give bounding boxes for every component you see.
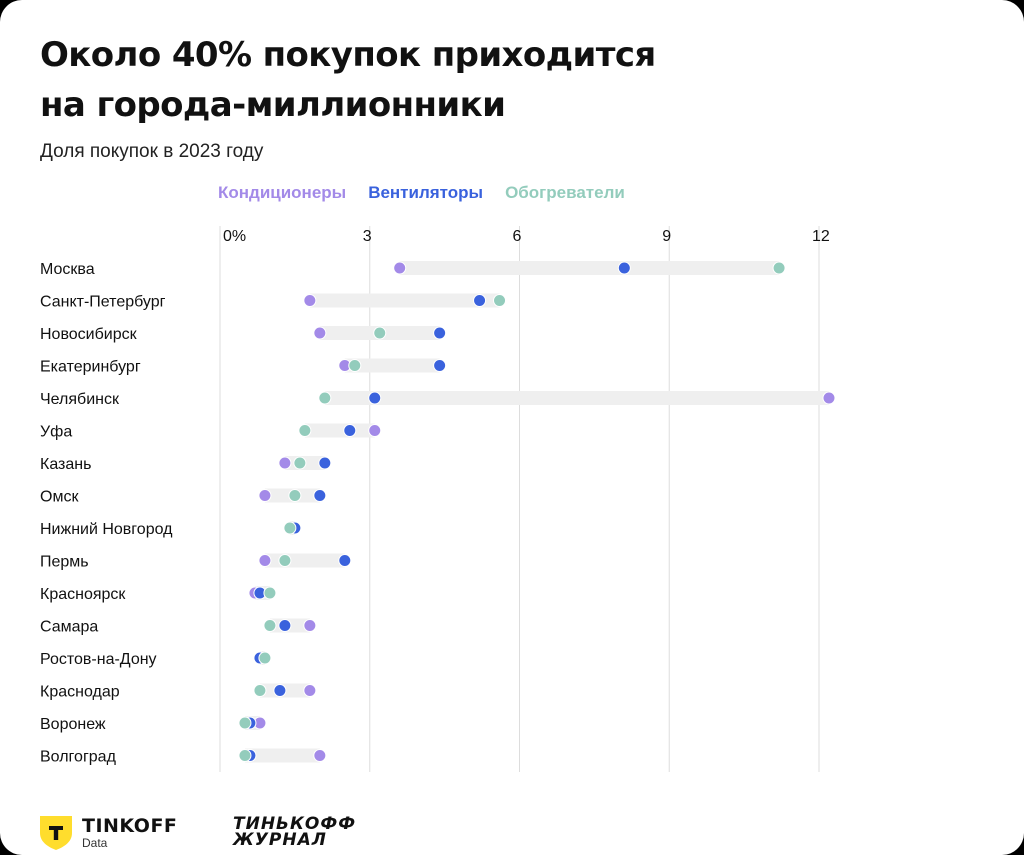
range-bar (264, 553, 345, 568)
dot-cond (303, 684, 317, 697)
category-label: Новосибирск (40, 326, 138, 343)
brand-name: TINKOFF (82, 815, 178, 837)
dot-heat (318, 391, 332, 405)
tick-label: 9 (662, 228, 671, 245)
category-label: Самара (40, 619, 98, 636)
range-bar (244, 748, 320, 763)
category-label: Пермь (40, 554, 89, 571)
category-label: Челябинск (40, 391, 120, 408)
dot-cond (313, 749, 327, 762)
dot-heat (772, 261, 786, 275)
category-label: Санкт-Петербург (40, 294, 166, 311)
dot-heat (293, 456, 307, 470)
dot-cond (258, 554, 272, 567)
title-line-1: Около 40% покупок приходится (40, 35, 656, 75)
category-label: Казань (40, 456, 91, 473)
dot-cond (258, 489, 272, 502)
dot-heat (238, 749, 252, 762)
journal-logo: ТИНЬКОФФ ЖУРНАЛ (233, 814, 357, 850)
dot-heat (283, 521, 297, 535)
category-label: Екатеринбург (40, 359, 141, 376)
dot-vent (278, 619, 292, 632)
dot-vent (318, 456, 332, 470)
category-label: Ростов-на-Дону (40, 651, 157, 668)
dot-vent (338, 554, 352, 567)
range-bar (324, 391, 829, 405)
dot-vent (473, 294, 487, 307)
category-label: Москва (40, 261, 95, 278)
dot-heat (493, 294, 507, 307)
dot-heat (263, 619, 277, 632)
dot-range-chart: 0% 3 6 9 12 Москва Санкт-Петербург Новосибирск Е… (40, 226, 836, 772)
tick-label: 3 (363, 228, 372, 245)
tinkoff-shield-icon (40, 816, 72, 850)
dot-vent (273, 684, 287, 697)
dot-heat (288, 489, 302, 502)
dot-vent (343, 424, 357, 437)
dot-vent (433, 359, 447, 372)
dot-heat (253, 684, 267, 697)
legend-item-cond: Кондиционеры (218, 183, 347, 202)
dot-cond (303, 294, 317, 307)
dot-heat (278, 554, 292, 567)
tick-label: 0% (223, 228, 246, 245)
journal-line-1: ТИНЬКОФФ (233, 814, 357, 834)
category-label: Воронеж (40, 716, 106, 733)
category-label: Омск (40, 489, 79, 506)
chart-title: Около 40% покупок приходится на города-м… (40, 30, 760, 130)
dot-heat (238, 716, 252, 730)
chart-subtitle: Доля покупок в 2023 году (40, 141, 264, 162)
dot-vent (617, 261, 631, 275)
dot-heat (258, 651, 272, 665)
dot-heat (348, 359, 362, 372)
tick-label: 12 (812, 228, 830, 245)
category-label: Уфа (40, 424, 72, 441)
dot-cond (393, 261, 407, 275)
category-label: Краснодар (40, 684, 120, 701)
category-label: Волгоград (40, 749, 117, 766)
dot-cond (822, 391, 836, 405)
legend-item-vent: Вентиляторы (368, 183, 484, 202)
category-label: Нижний Новгород (40, 521, 173, 538)
brand-sub: Data (82, 836, 108, 850)
dot-vent (313, 489, 327, 502)
range-bar (344, 358, 440, 373)
category-label: Красноярск (40, 586, 126, 603)
dot-vent (368, 391, 382, 405)
range-bar (309, 293, 500, 308)
tick-label: 6 (513, 228, 522, 245)
dot-heat (373, 326, 387, 340)
journal-line-2: ЖУРНАЛ (233, 830, 327, 850)
dot-heat (263, 586, 277, 600)
dot-cond (278, 456, 292, 470)
title-line-2: на города-миллионники (40, 85, 506, 125)
dot-heat (298, 424, 312, 437)
dot-cond (368, 424, 382, 437)
range-bar (304, 423, 375, 438)
dot-cond (313, 326, 327, 340)
range-bar (399, 261, 780, 275)
legend: Кондиционеры Вентиляторы Обогреватели (218, 183, 625, 203)
dot-vent (433, 326, 447, 340)
dot-cond (303, 619, 317, 632)
legend-item-heat: Обогреватели (505, 183, 625, 202)
